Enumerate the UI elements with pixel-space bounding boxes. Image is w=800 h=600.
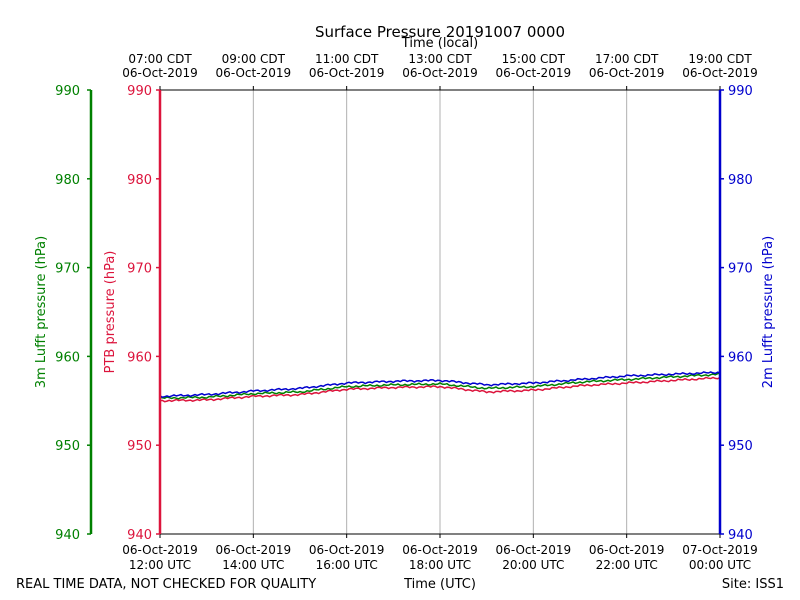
x-tick-label-top: 06-Oct-2019 xyxy=(496,66,572,80)
axes xyxy=(87,86,724,538)
x-tick-label-top: 06-Oct-2019 xyxy=(682,66,758,80)
y-tick-label-3m-lufft: 970 xyxy=(55,262,80,277)
x-tick-label-top: 06-Oct-2019 xyxy=(589,66,665,80)
y-axis-label-ptb: PTB pressure (hPa) xyxy=(103,251,118,374)
x-tick-label-top: 06-Oct-2019 xyxy=(216,66,292,80)
x-tick-label-bottom: 22:00 UTC xyxy=(596,558,658,572)
chart-title: Surface Pressure 20191007 0000 xyxy=(315,23,565,41)
y-tick-label-ptb: 940 xyxy=(127,528,152,543)
x-tick-label-bottom: 06-Oct-2019 xyxy=(402,543,478,557)
x-tick-label-top: 15:00 CDT xyxy=(502,52,566,66)
y-tick-label-ptb: 970 xyxy=(127,262,152,277)
x-tick-label-bottom: 06-Oct-2019 xyxy=(589,543,665,557)
y-tick-label-ptb: 990 xyxy=(127,84,152,99)
y-tick-label-ptb: 980 xyxy=(127,173,152,188)
series-line xyxy=(159,372,721,400)
bottom-axis-label: Time (UTC) xyxy=(403,577,476,592)
x-tick-label-top: 09:00 CDT xyxy=(222,52,286,66)
y-axis-label-2m-lufft: 2m Lufft pressure (hPa) xyxy=(761,236,776,388)
y-tick-label-3m-lufft: 950 xyxy=(55,439,80,454)
x-tick-label-bottom: 06-Oct-2019 xyxy=(309,543,385,557)
y-tick-label-2m-lufft: 940 xyxy=(728,528,753,543)
site-label: Site: ISS1 xyxy=(722,577,784,592)
x-tick-label-bottom: 06-Oct-2019 xyxy=(122,543,198,557)
y-tick-label-3m-lufft: 990 xyxy=(55,84,80,99)
series-line xyxy=(159,371,721,398)
x-tick-label-top: 13:00 CDT xyxy=(408,52,472,66)
x-tick-label-top: 06-Oct-2019 xyxy=(122,66,198,80)
top-axis-label: Time (local) xyxy=(401,36,478,51)
x-tick-label-bottom: 14:00 UTC xyxy=(222,558,284,572)
y-tick-label-3m-lufft: 940 xyxy=(55,528,80,543)
grid-lines xyxy=(252,90,628,534)
x-tick-label-top: 06-Oct-2019 xyxy=(309,66,385,80)
x-tick-label-bottom: 06-Oct-2019 xyxy=(496,543,572,557)
x-tick-label-bottom: 07-Oct-2019 xyxy=(682,543,758,557)
y-tick-label-3m-lufft: 980 xyxy=(55,173,80,188)
y-tick-label-ptb: 950 xyxy=(127,439,152,454)
y-tick-label-2m-lufft: 960 xyxy=(728,350,753,365)
series-line xyxy=(159,376,721,403)
y-axis-label-3m-lufft: 3m Lufft pressure (hPa) xyxy=(34,236,49,388)
x-tick-label-bottom: 12:00 UTC xyxy=(129,558,191,572)
x-tick-label-top: 17:00 CDT xyxy=(595,52,659,66)
quality-notice: REAL TIME DATA, NOT CHECKED FOR QUALITY xyxy=(16,577,316,592)
y-tick-label-ptb: 960 xyxy=(127,350,152,365)
y-tick-label-2m-lufft: 950 xyxy=(728,439,753,454)
x-tick-label-bottom: 18:00 UTC xyxy=(409,558,471,572)
x-tick-label-bottom: 00:00 UTC xyxy=(689,558,751,572)
x-tick-label-bottom: 06-Oct-2019 xyxy=(216,543,292,557)
x-tick-label-bottom: 16:00 UTC xyxy=(316,558,378,572)
x-tick-label-bottom: 20:00 UTC xyxy=(502,558,564,572)
x-tick-label-top: 07:00 CDT xyxy=(128,52,192,66)
y-tick-label-3m-lufft: 960 xyxy=(55,350,80,365)
x-tick-label-top: 11:00 CDT xyxy=(315,52,379,66)
y-tick-label-2m-lufft: 980 xyxy=(728,173,753,188)
x-tick-label-top: 19:00 CDT xyxy=(688,52,752,66)
data-series xyxy=(159,371,721,403)
x-tick-label-top: 06-Oct-2019 xyxy=(402,66,478,80)
y-tick-label-2m-lufft: 970 xyxy=(728,262,753,277)
y-tick-label-2m-lufft: 990 xyxy=(728,84,753,99)
